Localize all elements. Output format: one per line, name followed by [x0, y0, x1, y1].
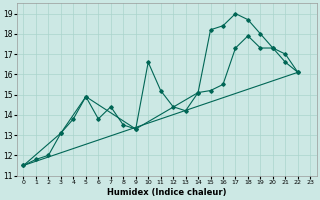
- X-axis label: Humidex (Indice chaleur): Humidex (Indice chaleur): [107, 188, 227, 197]
